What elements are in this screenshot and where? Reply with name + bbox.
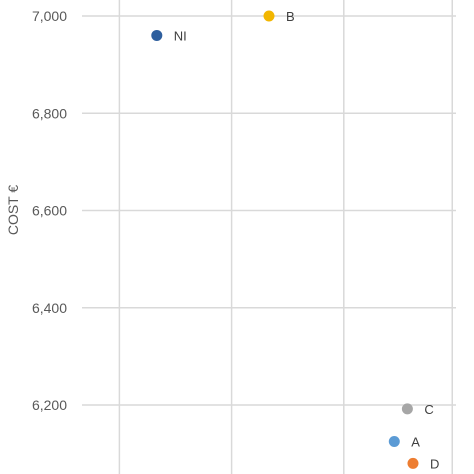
y-axis-tick-labels: 6,200 6,400 6,600 6,800 7,000 (32, 8, 67, 413)
data-point-ni: NI (151, 28, 187, 43)
point-label: B (286, 9, 295, 24)
point-label: C (424, 402, 433, 417)
data-points: NI B C AD (151, 9, 439, 471)
y-axis-title: COST € (5, 185, 21, 236)
y-tick-label: 6,400 (32, 300, 67, 316)
point-label: A (411, 434, 420, 449)
y-tick-label: 6,600 (32, 203, 67, 219)
point-marker (263, 10, 275, 22)
data-point-d: D (407, 456, 439, 471)
y-tick-label: 6,200 (32, 397, 67, 413)
point-label: D (430, 456, 439, 471)
data-point-a: A (388, 434, 420, 449)
y-tick-label: 6,800 (32, 105, 67, 121)
point-marker (401, 403, 413, 415)
point-label: NI (174, 28, 187, 43)
grid-lines (82, 0, 456, 474)
point-marker (151, 29, 163, 41)
point-marker (388, 435, 400, 447)
y-tick-label: 7,000 (32, 8, 67, 24)
data-point-b: B (263, 9, 295, 24)
point-marker (407, 457, 419, 469)
data-point-c: C (401, 402, 434, 417)
